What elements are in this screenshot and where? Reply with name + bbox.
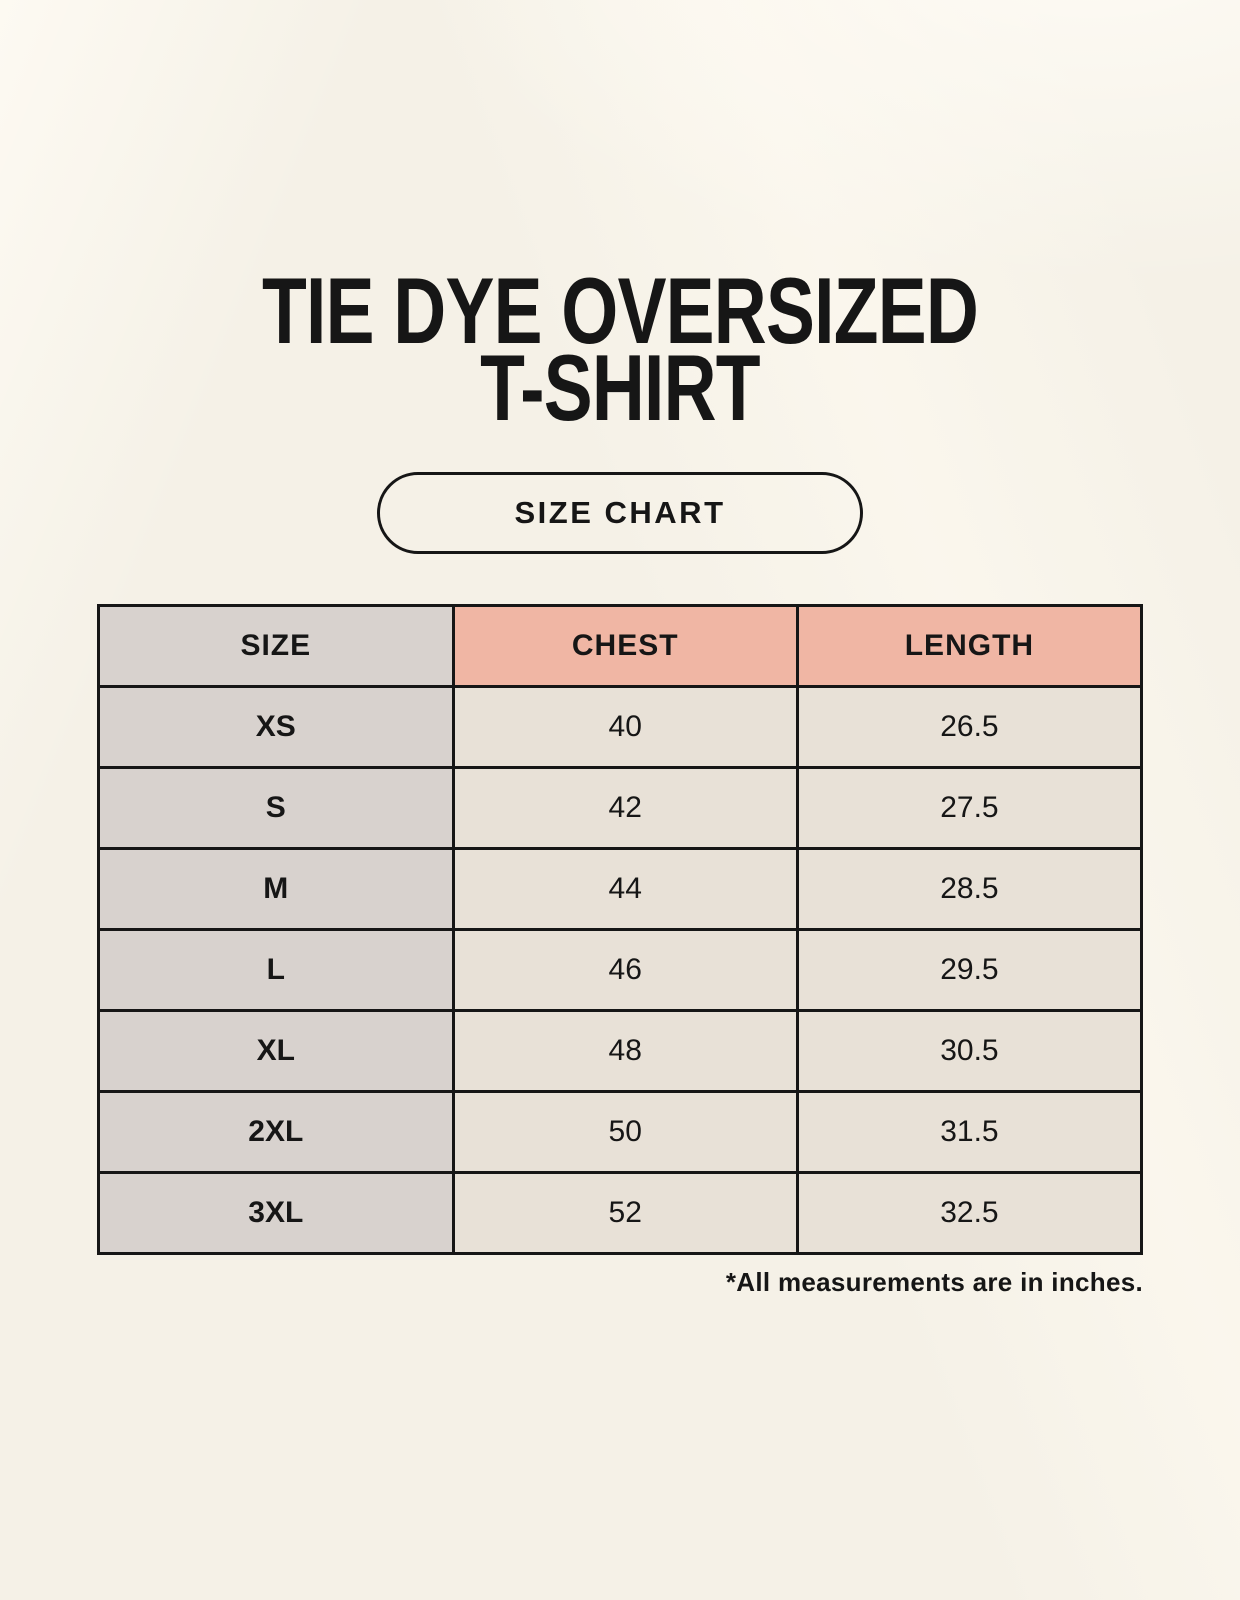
length-cell: 31.5	[795, 1090, 1144, 1175]
table-row: XL 48 30.5	[97, 1009, 1144, 1094]
page-title-line-1: TIE DYE OVERSIZED	[261, 258, 979, 363]
chest-cell: 50	[451, 1090, 799, 1175]
length-cell: 30.5	[795, 1009, 1144, 1094]
size-cell: M	[97, 847, 455, 932]
chest-cell: 46	[451, 928, 799, 1013]
table-header-row: SIZE CHEST LENGTH	[97, 604, 1144, 689]
table-row: 3XL 52 32.5	[97, 1171, 1144, 1256]
column-header-length: LENGTH	[795, 604, 1144, 689]
measurements-footnote: *All measurements are in inches.	[725, 1267, 1143, 1298]
size-cell: S	[97, 766, 455, 851]
chest-cell: 44	[451, 847, 799, 932]
page-title-line-2: T-SHIRT	[480, 335, 760, 441]
length-cell: 28.5	[795, 847, 1144, 932]
size-chart-badge: SIZE CHART	[377, 472, 863, 555]
size-chart-table: SIZE CHEST LENGTH XS 40 26.5 S 42 27.5 M	[97, 604, 1144, 1256]
size-cell: 2XL	[97, 1090, 455, 1175]
chest-cell: 48	[451, 1009, 799, 1094]
chest-cell: 42	[451, 766, 799, 851]
size-chart-table-container: SIZE CHEST LENGTH XS 40 26.5 S 42 27.5 M	[97, 604, 1144, 1256]
length-cell: 32.5	[795, 1171, 1144, 1256]
length-cell: 26.5	[795, 685, 1144, 770]
page-title: TIE DYE OVERSIZED T-SHIRT	[0, 0, 1240, 441]
size-cell: 3XL	[97, 1171, 455, 1256]
chest-cell: 52	[451, 1171, 799, 1256]
size-cell: L	[97, 928, 455, 1013]
table-row: XS 40 26.5	[97, 685, 1144, 770]
table-row: L 46 29.5	[97, 928, 1144, 1013]
column-header-chest: CHEST	[451, 604, 799, 689]
table-row: 2XL 50 31.5	[97, 1090, 1144, 1175]
size-chart-badge-label: SIZE CHART	[514, 495, 726, 531]
column-header-size: SIZE	[97, 604, 455, 689]
size-cell: XS	[97, 685, 455, 770]
length-cell: 27.5	[795, 766, 1144, 851]
table-row: M 44 28.5	[97, 847, 1144, 932]
table-row: S 42 27.5	[97, 766, 1144, 851]
length-cell: 29.5	[795, 928, 1144, 1013]
size-cell: XL	[97, 1009, 455, 1094]
chest-cell: 40	[451, 685, 799, 770]
